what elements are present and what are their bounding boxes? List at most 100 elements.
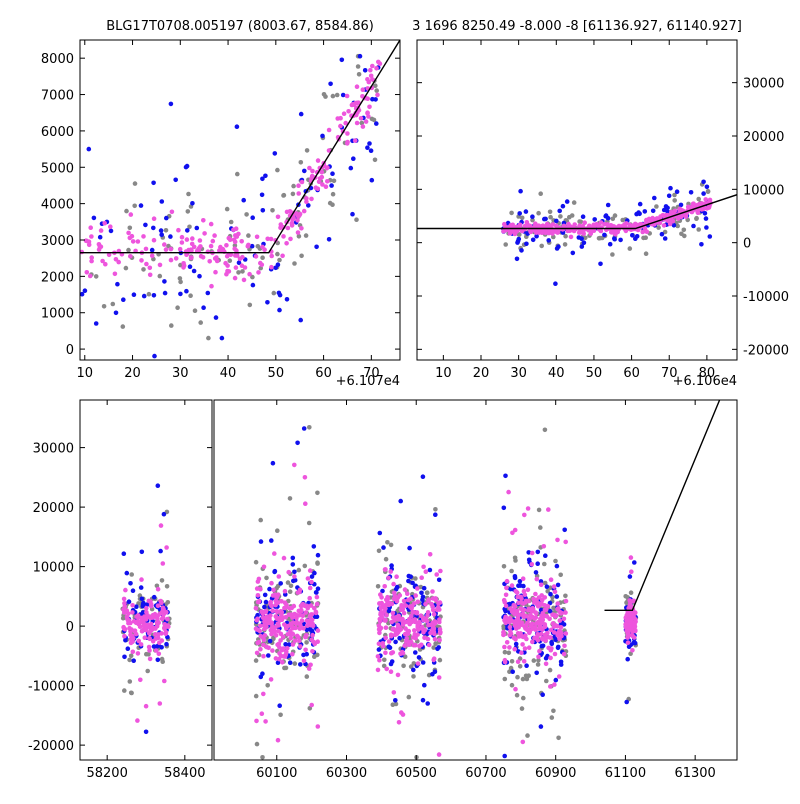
- data-point: [279, 599, 284, 604]
- data-point: [122, 633, 127, 639]
- data-point: [628, 616, 634, 621]
- data-point: [389, 619, 395, 625]
- data-point: [197, 273, 202, 279]
- data-point: [290, 555, 296, 561]
- data-point: [169, 323, 174, 328]
- data-point: [567, 214, 572, 220]
- data-point: [563, 233, 568, 239]
- data-point: [514, 692, 520, 698]
- data-point: [502, 657, 508, 663]
- data-point: [624, 617, 630, 622]
- data-point: [256, 576, 262, 582]
- data-point: [240, 254, 245, 260]
- data-point: [129, 627, 134, 632]
- data-point: [240, 269, 245, 274]
- data-point: [302, 563, 308, 569]
- data-point: [431, 611, 437, 617]
- data-point: [269, 253, 275, 259]
- data-point: [141, 293, 147, 299]
- data-point: [549, 646, 554, 651]
- data-point: [628, 590, 634, 595]
- data-point: [275, 214, 281, 220]
- data-point: [544, 614, 550, 619]
- data-point: [128, 212, 134, 217]
- data-point: [287, 605, 293, 611]
- data-point: [551, 708, 556, 714]
- data-point: [530, 639, 535, 645]
- data-point: [521, 607, 527, 612]
- data-point: [350, 211, 355, 217]
- data-point: [416, 655, 422, 660]
- data-point: [518, 631, 523, 636]
- data-point: [536, 654, 541, 660]
- data-point: [350, 101, 356, 107]
- data-point: [704, 184, 710, 190]
- data-point: [558, 572, 563, 578]
- data-point: [268, 236, 274, 242]
- data-point: [368, 67, 373, 73]
- data-point: [391, 690, 397, 695]
- data-point: [516, 600, 521, 606]
- data-point: [386, 608, 392, 614]
- data-point: [136, 638, 141, 644]
- data-point: [275, 251, 280, 257]
- data-point: [303, 233, 309, 238]
- data-point: [626, 612, 632, 618]
- data-point: [560, 203, 566, 209]
- data-point: [385, 540, 390, 545]
- data-point: [517, 579, 523, 584]
- data-point: [410, 609, 416, 615]
- data-point: [537, 648, 542, 654]
- data-point: [707, 234, 713, 239]
- data-point: [536, 658, 541, 663]
- data-point: [143, 703, 149, 709]
- data-point: [102, 220, 107, 226]
- data-point: [271, 290, 277, 296]
- data-point: [509, 682, 515, 688]
- data-point: [522, 646, 528, 651]
- data-point: [287, 496, 293, 501]
- data-point: [605, 202, 611, 208]
- data-point: [389, 659, 395, 664]
- data-point: [555, 582, 561, 588]
- model-line: [604, 400, 721, 611]
- data-point: [525, 733, 530, 738]
- data-point: [346, 109, 351, 114]
- data-point: [187, 264, 193, 270]
- data-point: [680, 212, 686, 218]
- data-point: [369, 177, 375, 183]
- y-tick-label: 6000: [41, 125, 74, 140]
- data-point: [330, 93, 336, 99]
- data-point: [246, 233, 251, 238]
- data-point: [375, 92, 380, 98]
- data-point: [301, 426, 307, 431]
- data-point: [423, 569, 429, 574]
- data-point: [263, 608, 269, 614]
- data-point: [197, 238, 203, 243]
- data-point: [502, 221, 507, 227]
- data-point: [273, 656, 279, 661]
- data-point: [326, 237, 332, 242]
- data-point: [262, 604, 267, 610]
- data-point: [509, 210, 514, 216]
- data-point: [143, 246, 149, 252]
- data-point: [253, 658, 259, 663]
- data-point: [155, 657, 161, 663]
- data-point: [299, 179, 305, 185]
- data-point: [227, 237, 233, 242]
- data-point: [542, 561, 547, 567]
- data-point: [307, 425, 312, 430]
- data-point: [250, 282, 256, 288]
- data-point: [556, 735, 561, 741]
- data-point: [417, 643, 422, 649]
- data-point: [345, 139, 350, 145]
- data-point: [270, 593, 276, 598]
- data-point: [128, 653, 134, 659]
- data-point: [536, 507, 542, 513]
- data-point: [413, 642, 418, 648]
- data-point: [431, 626, 437, 631]
- data-point: [183, 164, 189, 170]
- data-point: [542, 216, 547, 222]
- data-point: [524, 241, 529, 247]
- data-point: [669, 210, 674, 215]
